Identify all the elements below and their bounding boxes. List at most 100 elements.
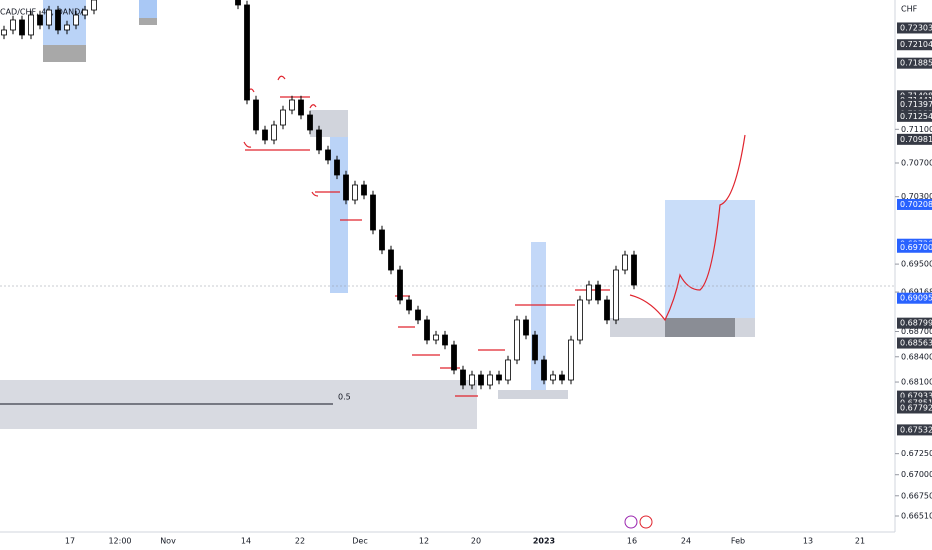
x-tick-label: 12:00	[108, 537, 131, 546]
candle-body	[514, 319, 520, 361]
candle-body	[325, 149, 331, 161]
candle-body	[64, 24, 70, 31]
y-tick-label: 0.68700	[901, 327, 932, 336]
candle-body	[73, 14, 79, 26]
candle-body	[622, 254, 628, 271]
candle-body	[280, 109, 286, 126]
candle-body	[82, 9, 88, 16]
candle-body	[613, 269, 619, 321]
candle-body	[532, 334, 538, 361]
price-marker	[897, 390, 932, 402]
candle-body	[352, 184, 358, 201]
price-marker	[897, 22, 932, 34]
candle-body	[91, 0, 97, 11]
y-tick-label: 0.69500	[901, 260, 932, 269]
candle-body	[298, 99, 304, 116]
candle-body	[604, 299, 610, 321]
target-zone	[665, 200, 755, 318]
candle-body	[1, 29, 7, 36]
candle-body	[307, 114, 313, 131]
price-marker-label: 0.69700	[900, 243, 932, 252]
candle-body	[568, 339, 574, 381]
price-marker	[897, 110, 932, 122]
price-marker-label: 0.71885	[900, 59, 932, 68]
y-tick-label: 0.68400	[901, 352, 932, 361]
candle-body	[235, 0, 241, 6]
price-marker-label: 0.69095	[900, 294, 932, 303]
price-marker-label: 0.70208	[900, 200, 932, 209]
candle-body	[451, 344, 457, 371]
price-marker-label: 0.67933	[900, 392, 932, 401]
candle-body	[442, 334, 448, 346]
x-tick-label: 24	[681, 537, 691, 546]
candle-body	[505, 359, 511, 381]
x-tick-label: 12	[419, 537, 429, 546]
x-tick-label: 17	[65, 537, 75, 546]
y-tick-label: 0.69168	[901, 288, 932, 297]
price-marker-label: 0.72303	[900, 23, 932, 32]
x-tick-label: 21	[855, 537, 865, 546]
event-icon[interactable]	[624, 515, 638, 529]
drawings: 0.5 CAD/CHF, 4h, OANDA	[0, 0, 895, 429]
candle-body	[631, 254, 637, 286]
candle-body	[541, 359, 547, 381]
zone	[498, 390, 568, 399]
x-tick-label: 14	[241, 537, 251, 546]
price-axis	[895, 0, 932, 550]
zone	[43, 45, 86, 62]
candle-body	[496, 374, 502, 381]
candle-body	[10, 19, 16, 31]
x-tick-label: 13	[803, 537, 813, 546]
y-tick-label: 0.70700	[901, 159, 932, 168]
price-marker-label: 0.68799	[900, 319, 932, 328]
candle-body	[586, 284, 592, 301]
candle-body	[523, 319, 529, 336]
candle-body	[469, 374, 475, 386]
y-tick-label: 0.70300	[901, 192, 932, 201]
x-tick-label: Dec	[352, 537, 367, 546]
candle-body	[271, 124, 277, 141]
stop-zone	[665, 318, 735, 337]
price-marker	[897, 337, 932, 349]
candle-body	[388, 249, 394, 271]
x-tick-label: Nov	[160, 537, 176, 546]
zone	[139, 0, 157, 18]
candle-body	[424, 319, 430, 341]
candle-body	[55, 9, 61, 31]
candle-body	[577, 299, 583, 341]
x-tick-label: 2023	[533, 537, 555, 546]
chart-title: CAD/CHF, 4h, OANDA	[0, 8, 86, 17]
candle-body	[559, 374, 565, 381]
x-tick-label: 16	[627, 537, 637, 546]
price-marker	[897, 241, 932, 253]
red-levels	[243, 75, 746, 397]
x-tick-label: 22	[295, 537, 305, 546]
event-icon[interactable]	[639, 515, 653, 529]
price-marker	[897, 424, 932, 436]
price-marker-label: 0.72104	[900, 40, 932, 49]
price-marker-label: 0.67532	[900, 425, 932, 434]
candle-body	[343, 174, 349, 201]
y-tick-label: 0.67000	[901, 470, 932, 479]
price-marker	[897, 292, 932, 304]
zone	[139, 18, 157, 25]
candle-body	[316, 129, 322, 151]
price-marker-label: 0.71397	[900, 100, 932, 109]
candle-body	[406, 299, 412, 311]
price-marker	[897, 39, 932, 51]
candle-body	[19, 19, 25, 36]
price-marker	[897, 402, 932, 414]
price-marker	[897, 317, 932, 329]
candle-body	[397, 269, 403, 301]
candle-body	[361, 184, 367, 196]
price-marker-label: 0.71254	[900, 112, 932, 121]
y-tick-label: 0.66750	[901, 491, 932, 500]
price-marker	[897, 57, 932, 69]
candle-body	[46, 9, 52, 26]
annotation: 0.5	[338, 393, 351, 402]
price-marker	[897, 133, 932, 145]
x-tick-label: Feb	[731, 537, 745, 546]
candle-body	[550, 374, 556, 381]
candle-body	[415, 309, 421, 321]
